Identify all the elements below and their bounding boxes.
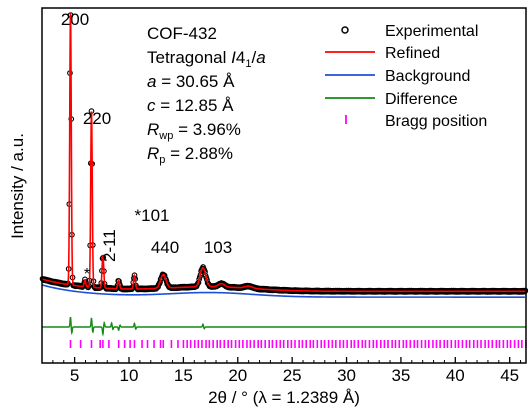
legend-marker-experimental [341, 26, 349, 34]
difference-series [42, 316, 526, 337]
sample-name: COF-432 [147, 24, 217, 43]
background-line [41, 284, 525, 298]
legend-label-bragg: Bragg position [385, 113, 487, 130]
lattice-c: c = 12.85 Å [147, 96, 234, 115]
difference-line [42, 316, 526, 337]
r-wp: Rwp = 3.96% [147, 120, 241, 142]
refined-line [41, 12, 526, 293]
x-axis-ticks: 5 10 15 20 25 30 35 40 45 [52, 357, 522, 385]
x-tick-label: 5 [70, 366, 79, 385]
peak-label-star: * [84, 266, 90, 283]
x-tick-label: 40 [446, 366, 465, 385]
peak-label-103: 103 [204, 238, 232, 257]
x-tick-label: 35 [391, 366, 410, 385]
legend: Experimental Refined Background Differen… [325, 23, 487, 130]
legend-label-refined: Refined [385, 45, 440, 62]
peak-label-2-11: 2-11 [100, 229, 119, 262]
info-block: COF-432 Tetragonal I41/a a = 30.65 Å c =… [147, 24, 266, 166]
peak-label-440: 440 [151, 238, 179, 257]
peak-label-220: 220 [83, 109, 111, 128]
legend-label-background: Background [385, 68, 470, 85]
space-group: Tetragonal I41/a [147, 48, 266, 70]
peak-label-101: *101 [135, 206, 170, 225]
legend-label-experimental: Experimental [385, 23, 478, 40]
x-tick-label: 30 [337, 366, 356, 385]
x-tick-label: 10 [120, 366, 139, 385]
x-tick-label: 25 [283, 366, 302, 385]
bragg-ticks [69, 340, 527, 348]
peak-label-200: 200 [61, 10, 89, 29]
lattice-a: a = 30.65 Å [147, 72, 235, 91]
x-tick-label: 45 [500, 366, 519, 385]
plot-frame [41, 7, 527, 364]
x-tick-label: 20 [228, 366, 247, 385]
x-tick-label: 15 [174, 366, 193, 385]
x-axis-title: 2θ / ° (λ = 1.2389 Å) [208, 388, 360, 407]
refined-series [41, 12, 526, 293]
r-p: Rp = 2.88% [147, 144, 233, 166]
legend-label-difference: Difference [385, 91, 458, 108]
experimental-point [155, 284, 161, 290]
y-axis-title: Intensity / a.u. [8, 133, 27, 239]
background-series [41, 284, 525, 298]
